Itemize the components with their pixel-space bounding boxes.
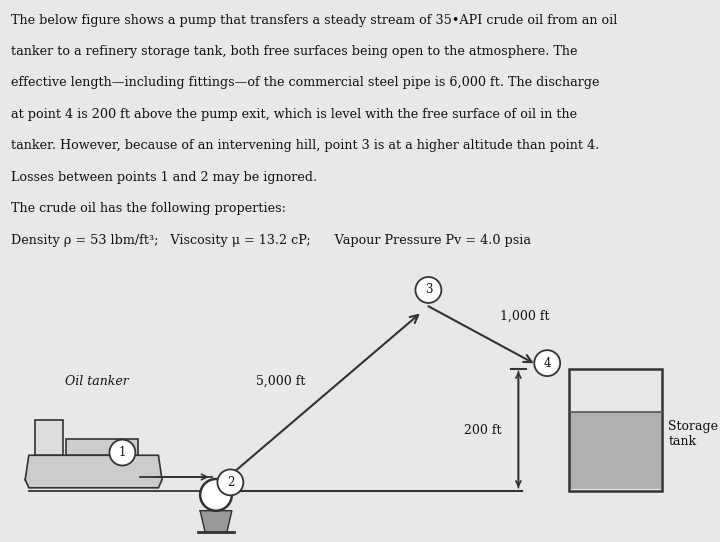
Text: Density ρ = 53 lbm/ft³;   Viscosity μ = 13.2 cP;      Vapour Pressure Pv = 4.0 p: Density ρ = 53 lbm/ft³; Viscosity μ = 13… — [11, 234, 531, 247]
Ellipse shape — [109, 440, 135, 466]
Text: 3: 3 — [425, 283, 432, 296]
Polygon shape — [200, 511, 232, 532]
Text: 5,000 ft: 5,000 ft — [256, 375, 305, 388]
Ellipse shape — [415, 277, 441, 303]
Text: 1: 1 — [119, 446, 126, 459]
Text: 1,000 ft: 1,000 ft — [500, 309, 550, 322]
Bar — [569, 369, 662, 491]
Text: 2: 2 — [227, 476, 234, 489]
Bar — [66, 439, 138, 455]
Polygon shape — [25, 455, 162, 488]
Bar — [35, 420, 63, 455]
Text: 4: 4 — [544, 357, 551, 370]
Bar — [570, 412, 661, 489]
Text: Losses between points 1 and 2 may be ignored.: Losses between points 1 and 2 may be ign… — [11, 171, 317, 184]
Text: tanker to a refinery storage tank, both free surfaces being open to the atmosphe: tanker to a refinery storage tank, both … — [11, 45, 577, 58]
Text: The below figure shows a pump that transfers a steady stream of 35•API crude oil: The below figure shows a pump that trans… — [11, 14, 617, 27]
Ellipse shape — [534, 350, 560, 376]
Text: Oil tanker: Oil tanker — [66, 375, 129, 388]
Ellipse shape — [217, 469, 243, 495]
Text: Storage
tank: Storage tank — [668, 420, 718, 448]
Text: tanker. However, because of an intervening hill, point 3 is at a higher altitude: tanker. However, because of an interveni… — [11, 139, 599, 152]
Text: The crude oil has the following properties:: The crude oil has the following properti… — [11, 202, 286, 215]
Text: effective length—including fittings—of the commercial steel pipe is 6,000 ft. Th: effective length—including fittings—of t… — [11, 76, 599, 89]
Ellipse shape — [200, 479, 232, 511]
Text: at point 4 is 200 ft above the pump exit, which is level with the free surface o: at point 4 is 200 ft above the pump exit… — [11, 108, 577, 121]
Text: 200 ft: 200 ft — [464, 424, 501, 437]
